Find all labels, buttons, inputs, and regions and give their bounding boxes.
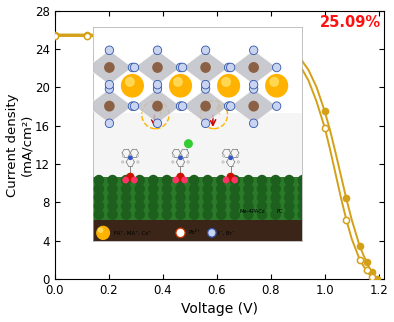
X-axis label: Voltage (V): Voltage (V) [181, 302, 258, 317]
Text: 25.09%: 25.09% [320, 14, 381, 30]
Y-axis label: Current density
(mA/cm²): Current density (mA/cm²) [6, 93, 33, 196]
